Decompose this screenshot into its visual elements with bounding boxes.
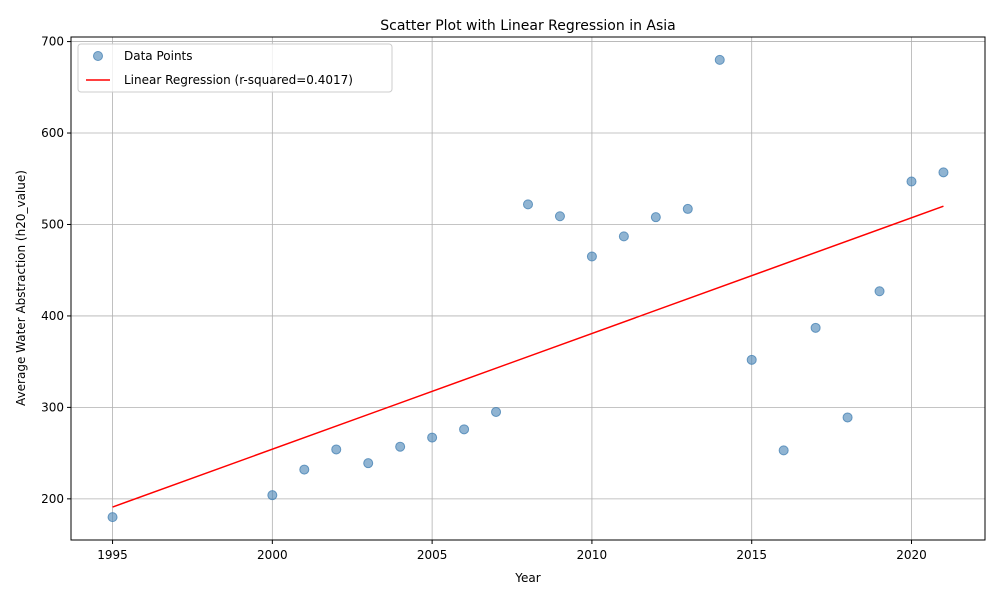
- data-point: [554, 211, 565, 222]
- data-point: [874, 286, 885, 297]
- data-points-layer: [107, 54, 949, 523]
- x-tick-label: 2005: [417, 548, 448, 562]
- x-axis-label: Year: [514, 571, 540, 585]
- legend-label-data-points: Data Points: [124, 49, 193, 63]
- legend: Data Points Linear Regression (r-squared…: [77, 43, 393, 93]
- legend-marker-data-points: [93, 51, 103, 61]
- data-point: [714, 54, 725, 65]
- y-axis-ticks: 200 300 400 500 600 700: [41, 35, 71, 506]
- x-tick-label: 2015: [736, 548, 767, 562]
- y-tick-label: 400: [41, 309, 64, 323]
- legend-label-regression-line: Linear Regression (r-squared=0.4017): [124, 73, 353, 87]
- x-axis-ticks: 1995 2000 2005 2010 2015 2020: [97, 540, 927, 562]
- y-tick-label: 200: [41, 492, 64, 506]
- y-axis-label: Average Water Abstraction (h20_value): [14, 170, 28, 406]
- data-point: [586, 251, 597, 262]
- y-tick-label: 600: [41, 126, 64, 140]
- data-point: [810, 322, 821, 333]
- data-point: [331, 444, 342, 455]
- data-point: [906, 176, 917, 187]
- data-point: [491, 406, 502, 417]
- data-point: [427, 432, 438, 443]
- data-point: [778, 445, 789, 456]
- data-point: [267, 490, 278, 501]
- y-tick-label: 300: [41, 400, 64, 414]
- plot-frame: [70, 36, 986, 541]
- data-point: [523, 199, 533, 210]
- y-tick-label: 700: [41, 35, 64, 49]
- x-tick-label: 1995: [97, 548, 128, 562]
- chart-title: Scatter Plot with Linear Regression in A…: [380, 18, 676, 34]
- regression-line-layer: [112, 205, 944, 508]
- data-point: [459, 424, 470, 435]
- data-point: [395, 441, 406, 452]
- regression-line: [112, 205, 944, 508]
- x-tick-label: 2010: [577, 548, 608, 562]
- legend-box: [77, 43, 393, 93]
- data-point: [682, 203, 693, 214]
- data-point: [650, 212, 661, 223]
- x-tick-label: 2000: [257, 548, 288, 562]
- data-point: [842, 412, 853, 423]
- data-point: [618, 231, 629, 242]
- grid: [71, 37, 985, 540]
- data-point: [746, 354, 757, 365]
- y-tick-label: 500: [41, 217, 64, 231]
- data-point: [107, 512, 118, 523]
- data-point: [363, 458, 374, 469]
- data-point: [299, 464, 310, 475]
- x-tick-label: 2020: [896, 548, 927, 562]
- data-point: [938, 167, 949, 178]
